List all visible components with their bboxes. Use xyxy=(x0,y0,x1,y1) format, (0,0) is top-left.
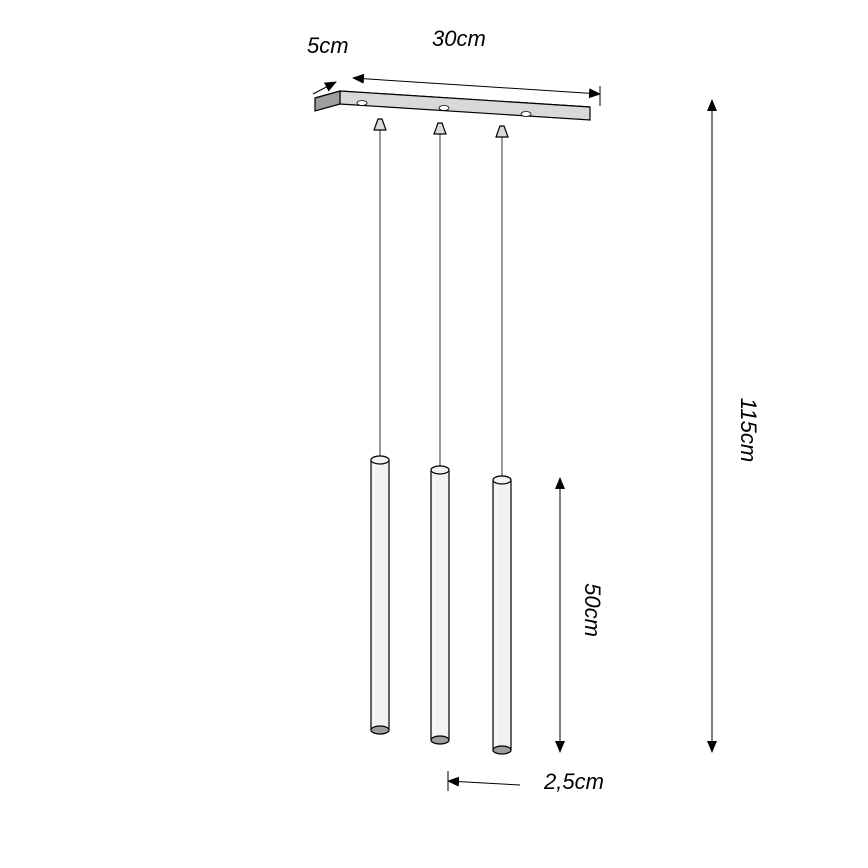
pendant-2 xyxy=(431,123,449,744)
dim-tube_height: 50cm xyxy=(560,478,605,752)
pendant-1 xyxy=(371,119,389,734)
dim-depth-label: 5cm xyxy=(307,33,349,58)
dim-depth: 5cm xyxy=(307,33,349,94)
pendant-3 xyxy=(493,126,511,754)
dim-tube_diameter: 2,5cm xyxy=(448,769,604,794)
plate-hole-2 xyxy=(439,106,449,111)
ceiling-plate-side xyxy=(315,91,340,111)
dim-total_height-label: 115cm xyxy=(736,398,761,462)
dim-tube_diameter-label: 2,5cm xyxy=(543,769,604,794)
dimension-drawing: 5cm 30cm 115cm 50cm 2,5cm xyxy=(0,0,868,868)
dim-width-label: 30cm xyxy=(432,26,486,51)
dim-tube_height-label: 50cm xyxy=(580,583,605,637)
ceiling-plate-front xyxy=(340,91,590,120)
dim-total_height: 115cm xyxy=(712,100,761,752)
plate-hole-3 xyxy=(521,112,531,117)
plate-hole-1 xyxy=(357,101,367,106)
